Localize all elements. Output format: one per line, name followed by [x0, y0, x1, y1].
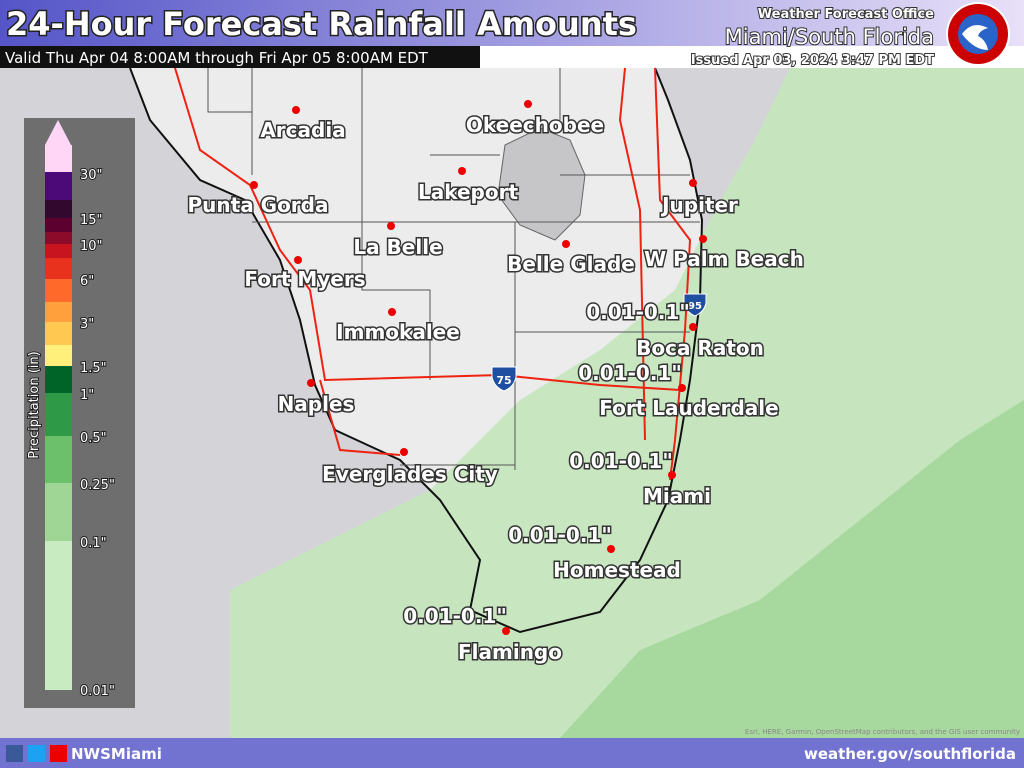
rainfall-label: 0.01-0.1" — [586, 300, 690, 324]
city-label: Miami — [643, 484, 711, 508]
legend-band — [45, 258, 72, 279]
county-lines — [207, 68, 700, 470]
city-dot — [689, 179, 697, 187]
rainfall-label: 0.01-0.1" — [403, 604, 507, 628]
rainfall-label: 0.01-0.1" — [578, 361, 682, 385]
twitter-icon[interactable] — [28, 745, 45, 762]
valid-bar — [0, 46, 480, 68]
legend-band — [45, 244, 72, 258]
shield-label: 75 — [496, 374, 511, 387]
legend-arrow — [45, 120, 71, 145]
city-dot — [607, 545, 615, 553]
city-label: Immokalee — [336, 320, 460, 344]
coastline — [129, 67, 704, 634]
city-label: Belle Glade — [507, 252, 635, 276]
city-label: Naples — [278, 392, 355, 416]
social-handle[interactable]: NWSMiami — [71, 745, 162, 763]
city-dot — [678, 384, 686, 392]
city-dot — [668, 471, 676, 479]
city-dot — [294, 256, 302, 264]
legend-band — [45, 232, 72, 244]
city-dot — [699, 235, 707, 243]
lake-okeechobee — [497, 127, 586, 241]
legend-band — [45, 200, 72, 218]
city-label: Arcadia — [260, 118, 345, 142]
attribution: Esri, HERE, Garmin, OpenStreetMap contri… — [745, 728, 1020, 736]
legend-title: Precipitation (in) — [27, 351, 42, 458]
issued: Issued Apr 03, 2024 3:47 PM EDT — [691, 53, 934, 68]
legend-box — [24, 118, 135, 708]
office-top: Weather Forecast Office — [758, 7, 934, 22]
office-name: Miami/South Florida — [725, 25, 934, 49]
legend-band — [45, 172, 72, 200]
legend-band — [45, 322, 72, 345]
legend-label: 0.1" — [80, 536, 107, 551]
legend-label: 15" — [80, 213, 103, 228]
city-label: Fort Lauderdale — [599, 396, 778, 420]
legend-band — [45, 541, 72, 690]
city-label: Homestead — [553, 558, 681, 582]
shield-i95: 95 — [683, 293, 707, 317]
city-dot — [458, 167, 466, 175]
city-label: Okeechobee — [466, 113, 604, 137]
roads — [174, 67, 692, 481]
city-label: Everglades City — [322, 462, 498, 486]
city-label: Fort Myers — [244, 267, 365, 291]
city-label: Jupiter — [660, 193, 738, 217]
legend-band — [45, 345, 72, 366]
shield-label: 95 — [688, 301, 702, 312]
city-label: Flamingo — [458, 640, 562, 664]
header — [0, 0, 1024, 46]
city-dot — [689, 323, 697, 331]
legend-band — [45, 366, 72, 393]
rainfall-label: 0.01-0.1" — [569, 449, 673, 473]
facebook-icon[interactable] — [6, 745, 23, 762]
city-dot — [562, 240, 570, 248]
footer — [0, 738, 1024, 768]
legend-label: 1" — [80, 388, 94, 403]
legend-label: 0.5" — [80, 431, 107, 446]
rainfall-label: 0.01-0.1" — [508, 523, 612, 547]
youtube-icon[interactable] — [50, 745, 67, 762]
city-dot — [400, 448, 408, 456]
city-dot — [387, 222, 395, 230]
legend-band — [45, 483, 72, 541]
legend-band — [45, 302, 72, 322]
city-dot — [307, 379, 315, 387]
legend-band — [45, 218, 72, 232]
legend-label: 30" — [80, 168, 103, 183]
legend-band — [45, 145, 72, 172]
city-dot — [250, 181, 258, 189]
legend-label: 0.01" — [80, 684, 115, 699]
city-label: La Belle — [353, 235, 442, 259]
city-dot — [502, 627, 510, 635]
city-label: Lakeport — [418, 180, 518, 204]
shield-i75: 75 — [491, 366, 517, 392]
legend-band — [45, 393, 72, 436]
city-dot — [388, 308, 396, 316]
legend-label: 10" — [80, 239, 103, 254]
city-dot — [292, 106, 300, 114]
nws-logo — [946, 2, 1010, 66]
valid-time: Valid Thu Apr 04 8:00AM through Fri Apr … — [5, 49, 429, 67]
legend-label: 3" — [80, 317, 94, 332]
city-label: Punta Gorda — [188, 193, 329, 217]
legend-band — [45, 279, 72, 302]
legend-label: 0.25" — [80, 478, 115, 493]
title: 24-Hour Forecast Rainfall Amounts — [6, 5, 637, 43]
city-label: W Palm Beach — [644, 247, 804, 271]
legend-label: 1.5" — [80, 361, 107, 376]
legend-label: 6" — [80, 274, 94, 289]
city-label: Boca Raton — [636, 336, 764, 360]
city-dot — [524, 100, 532, 108]
website[interactable]: weather.gov/southflorida — [804, 745, 1016, 763]
legend-band — [45, 436, 72, 483]
rain-area-heavier — [560, 400, 1024, 738]
